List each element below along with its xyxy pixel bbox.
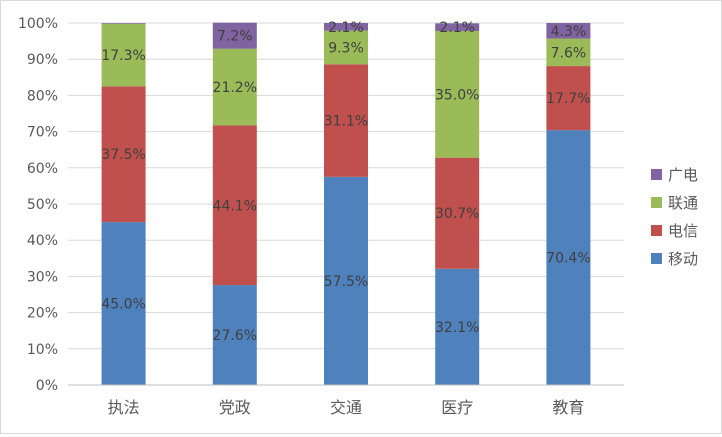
- y-tick-label: 40%: [27, 233, 58, 249]
- bar-segment: [212, 22, 257, 49]
- legend-label: 联通: [668, 194, 698, 212]
- bar-segment: [101, 23, 146, 24]
- bar-segment: [101, 86, 146, 223]
- y-tick-label: 90%: [27, 52, 58, 68]
- data-label: 30.7%: [435, 206, 479, 222]
- bar-segment: [212, 125, 257, 286]
- data-label: 44.1%: [213, 198, 257, 214]
- bars: [101, 22, 591, 385]
- data-label: 45.0%: [101, 297, 145, 313]
- data-label: 2.1%: [439, 20, 475, 36]
- bar-segment: [212, 48, 257, 126]
- bar-segment: [101, 222, 146, 385]
- bar-segment: [324, 30, 368, 65]
- y-tick-label: 20%: [27, 306, 58, 322]
- bar-segment: [435, 268, 480, 385]
- legend-label: 广电: [668, 166, 698, 184]
- x-category-label: 党政: [219, 398, 251, 417]
- data-label: 21.2%: [213, 80, 257, 96]
- y-tick-label: 60%: [27, 161, 58, 177]
- bar-segment: [324, 176, 368, 385]
- data-label: 27.6%: [213, 328, 257, 344]
- legend-swatch: [651, 253, 662, 264]
- bar-segment: [324, 64, 368, 177]
- bar-segment: [324, 23, 368, 31]
- y-tick-label: 50%: [27, 197, 58, 213]
- bar-segment: [546, 130, 591, 385]
- data-label: 7.6%: [551, 45, 587, 61]
- bar-segment: [546, 38, 591, 67]
- legend-swatch: [651, 225, 662, 236]
- data-label: 32.1%: [435, 320, 479, 336]
- bar-segment: [435, 157, 480, 269]
- y-tick-label: 30%: [27, 269, 58, 285]
- data-label: 4.3%: [551, 24, 587, 40]
- data-labels: 45.0% 37.5% 17.3% 27.6% 44.1% 21.2% 7.2% 57.5% 3…: [101, 20, 590, 344]
- y-tick-label: 10%: [27, 342, 58, 358]
- data-label: 37.5%: [101, 147, 145, 163]
- y-tick-label: 70%: [27, 125, 58, 141]
- y-tick-label: 0%: [36, 378, 58, 394]
- bar-segment: [101, 23, 146, 87]
- y-tick-label: 80%: [27, 88, 58, 104]
- bar-segment: [546, 23, 591, 39]
- axes: 0% 10% 20% 30% 40% 50% 60% 70% 80% 90% 100% 执法 党政 交通 医…: [18, 16, 624, 417]
- legend-swatch: [651, 197, 662, 208]
- data-label: 70.4%: [546, 251, 590, 267]
- data-label: 35.0%: [435, 87, 479, 103]
- x-category-label: 教育: [552, 398, 584, 417]
- x-category-label: 执法: [108, 398, 140, 417]
- data-label: 17.3%: [101, 48, 145, 64]
- bar-segment: [212, 285, 257, 385]
- data-label: 2.1%: [328, 20, 364, 36]
- bar-segment: [435, 30, 480, 158]
- legend-swatch: [651, 169, 662, 180]
- data-label: 7.2%: [217, 29, 253, 45]
- data-label: 17.7%: [546, 91, 590, 107]
- data-label: 31.1%: [324, 114, 368, 130]
- bar-segment: [546, 66, 591, 131]
- y-tick-label: 100%: [18, 16, 58, 32]
- legend-label: 移动: [668, 250, 698, 268]
- legend-label: 电信: [668, 222, 698, 240]
- x-category-label: 交通: [330, 398, 362, 417]
- x-category-label: 医疗: [441, 398, 473, 417]
- bar-segment: [435, 23, 480, 31]
- data-label: 9.3%: [328, 40, 364, 56]
- data-label: 57.5%: [324, 274, 368, 290]
